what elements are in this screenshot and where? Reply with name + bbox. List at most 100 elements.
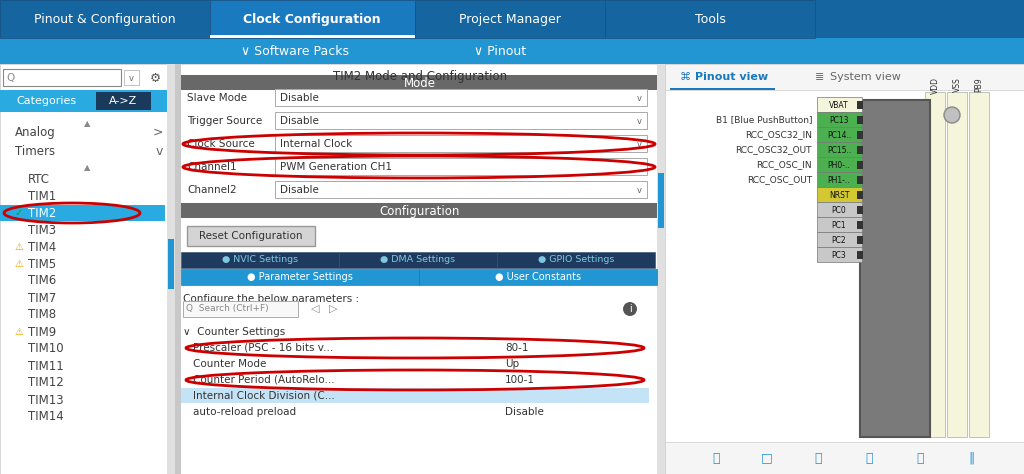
- FancyBboxPatch shape: [969, 92, 989, 437]
- Text: TIM5: TIM5: [28, 257, 56, 271]
- Text: Clock Configuration: Clock Configuration: [243, 12, 381, 26]
- Text: Up: Up: [505, 359, 519, 369]
- Text: v: v: [128, 73, 133, 82]
- Text: 100-1: 100-1: [505, 375, 535, 385]
- Text: ∨ Software Packs: ∨ Software Packs: [241, 45, 349, 57]
- Text: TIM2: TIM2: [28, 207, 56, 219]
- Text: ‖: ‖: [968, 452, 974, 465]
- Text: VBAT: VBAT: [829, 100, 849, 109]
- FancyBboxPatch shape: [817, 187, 862, 202]
- FancyBboxPatch shape: [0, 64, 175, 90]
- Text: Counter Period (AutoRelo...: Counter Period (AutoRelo...: [193, 375, 335, 385]
- Text: Prescaler (PSC - 16 bits v...: Prescaler (PSC - 16 bits v...: [193, 343, 333, 353]
- Text: Tools: Tools: [694, 12, 725, 26]
- FancyBboxPatch shape: [670, 88, 775, 90]
- Text: Slave Mode: Slave Mode: [187, 93, 247, 103]
- Text: Internal Clock Division (C...: Internal Clock Division (C...: [193, 391, 335, 401]
- FancyBboxPatch shape: [0, 140, 175, 141]
- FancyBboxPatch shape: [181, 269, 419, 285]
- FancyBboxPatch shape: [817, 217, 862, 232]
- Text: Disable: Disable: [280, 185, 318, 195]
- Text: ⚙: ⚙: [150, 72, 161, 84]
- FancyBboxPatch shape: [817, 172, 862, 187]
- Text: 📋: 📋: [865, 452, 872, 465]
- Text: TIM10: TIM10: [28, 343, 63, 356]
- Text: v: v: [637, 185, 641, 194]
- Text: ▷: ▷: [329, 304, 337, 314]
- Text: >: >: [153, 126, 163, 138]
- FancyBboxPatch shape: [124, 70, 139, 85]
- FancyBboxPatch shape: [175, 64, 181, 474]
- Text: VSS: VSS: [952, 78, 962, 92]
- Text: PC13: PC13: [829, 116, 849, 125]
- Text: Disable: Disable: [505, 407, 544, 417]
- FancyBboxPatch shape: [817, 202, 862, 217]
- Text: VDD: VDD: [931, 76, 939, 93]
- Text: PWM Generation CH1: PWM Generation CH1: [280, 162, 392, 172]
- FancyBboxPatch shape: [857, 176, 863, 184]
- Text: A->Z: A->Z: [109, 96, 137, 106]
- Text: TIM6: TIM6: [28, 274, 56, 288]
- Text: Categories: Categories: [16, 96, 76, 106]
- FancyBboxPatch shape: [181, 252, 339, 268]
- FancyBboxPatch shape: [96, 92, 151, 110]
- Text: RCC_OSC_OUT: RCC_OSC_OUT: [746, 175, 812, 184]
- FancyBboxPatch shape: [857, 131, 863, 139]
- Text: ⚠: ⚠: [15, 242, 24, 252]
- FancyBboxPatch shape: [857, 161, 863, 169]
- FancyBboxPatch shape: [665, 442, 1024, 474]
- FancyBboxPatch shape: [657, 64, 665, 474]
- Text: ▲: ▲: [84, 164, 90, 173]
- FancyBboxPatch shape: [817, 112, 862, 127]
- Text: Pinout view: Pinout view: [695, 72, 768, 82]
- FancyBboxPatch shape: [210, 0, 415, 38]
- FancyBboxPatch shape: [0, 0, 210, 38]
- FancyBboxPatch shape: [857, 206, 863, 214]
- FancyBboxPatch shape: [181, 203, 657, 218]
- FancyBboxPatch shape: [857, 236, 863, 244]
- FancyBboxPatch shape: [817, 232, 862, 247]
- Text: RTC: RTC: [28, 173, 50, 185]
- FancyBboxPatch shape: [0, 0, 1024, 38]
- FancyBboxPatch shape: [275, 89, 647, 106]
- Text: ● DMA Settings: ● DMA Settings: [381, 255, 456, 264]
- Text: PC3: PC3: [831, 250, 847, 259]
- FancyBboxPatch shape: [658, 173, 664, 228]
- Text: ● User Constants: ● User Constants: [495, 272, 581, 282]
- FancyBboxPatch shape: [339, 252, 497, 268]
- FancyBboxPatch shape: [857, 146, 863, 154]
- Text: RCC_OSC_IN: RCC_OSC_IN: [757, 161, 812, 170]
- Text: TIM12: TIM12: [28, 376, 63, 390]
- FancyBboxPatch shape: [665, 64, 1024, 474]
- Text: TIM3: TIM3: [28, 224, 56, 237]
- FancyBboxPatch shape: [817, 97, 862, 112]
- Text: TIM8: TIM8: [28, 309, 56, 321]
- FancyBboxPatch shape: [0, 64, 175, 474]
- FancyBboxPatch shape: [419, 269, 657, 285]
- FancyBboxPatch shape: [275, 135, 647, 152]
- Text: Clock Source: Clock Source: [187, 139, 255, 149]
- Text: Project Manager: Project Manager: [459, 12, 561, 26]
- Text: ⚠: ⚠: [15, 327, 24, 337]
- Text: Reset Configuration: Reset Configuration: [200, 231, 303, 241]
- Text: TIM14: TIM14: [28, 410, 63, 423]
- FancyBboxPatch shape: [857, 116, 863, 124]
- Text: v: v: [156, 145, 163, 157]
- Text: ⌘: ⌘: [680, 72, 690, 82]
- Text: 80-1: 80-1: [505, 343, 528, 353]
- FancyBboxPatch shape: [947, 92, 967, 437]
- Text: Disable: Disable: [280, 116, 318, 126]
- Text: TIM13: TIM13: [28, 393, 63, 407]
- FancyBboxPatch shape: [860, 100, 930, 437]
- FancyBboxPatch shape: [210, 35, 415, 38]
- Text: PC1: PC1: [831, 220, 846, 229]
- FancyBboxPatch shape: [0, 64, 1024, 474]
- Text: Q  Search (Ctrl+F): Q Search (Ctrl+F): [186, 304, 268, 313]
- FancyBboxPatch shape: [3, 69, 121, 86]
- Text: B1 [Blue PushButton]: B1 [Blue PushButton]: [716, 116, 812, 125]
- Text: TIM7: TIM7: [28, 292, 56, 304]
- Text: Disable: Disable: [280, 93, 318, 103]
- FancyBboxPatch shape: [187, 226, 315, 246]
- Text: Internal Clock: Internal Clock: [280, 139, 352, 149]
- FancyBboxPatch shape: [275, 158, 647, 175]
